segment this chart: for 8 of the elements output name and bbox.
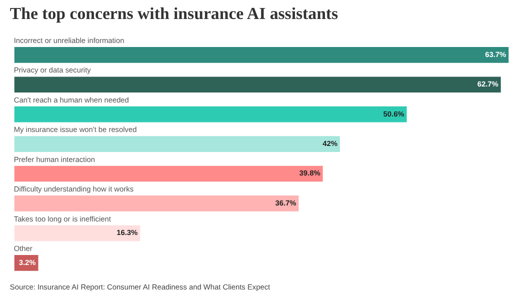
bar [13, 76, 502, 94]
bar [13, 164, 324, 183]
chart-title: The top concerns with insurance AI assistants [10, 4, 339, 24]
bar [13, 46, 510, 64]
bar [13, 105, 408, 124]
bar [13, 194, 300, 212]
bar [13, 135, 341, 153]
bar [13, 224, 142, 242]
